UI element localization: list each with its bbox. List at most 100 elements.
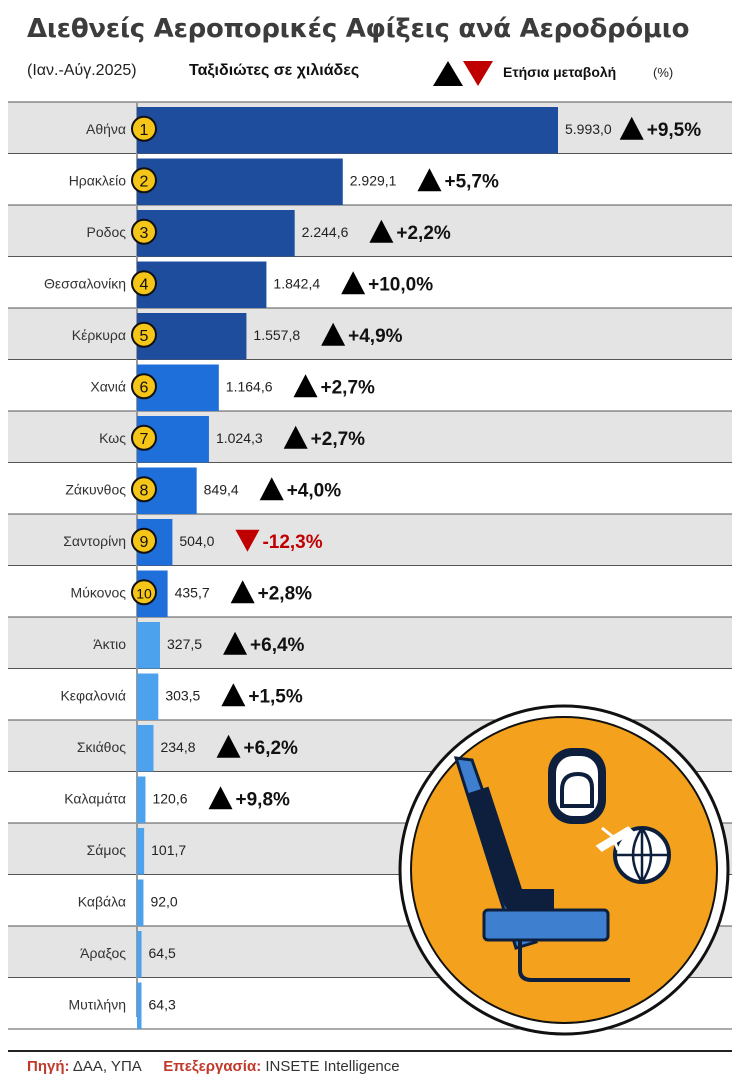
category-label: Θεσσαλονίκη (44, 275, 126, 291)
category-label: Άκτιο (93, 636, 126, 652)
change-up-triangle-icon (223, 631, 248, 655)
category-label: Ηρακλείο (69, 172, 127, 188)
change-label: +10,0% (368, 274, 433, 295)
change-down-triangle-icon (235, 529, 260, 552)
value-label: 5.993,0 (565, 121, 612, 137)
change-label: +1,5% (248, 686, 303, 707)
bar (137, 725, 154, 772)
value-label: 849,4 (204, 481, 239, 497)
legend-label: Ετήσια μεταβολή (503, 64, 617, 80)
change-label: +6,4% (250, 635, 305, 656)
change-label: -12,3% (262, 532, 322, 553)
row-stripe (8, 308, 732, 360)
row-stripe (8, 617, 732, 669)
change-up-triangle-icon (341, 271, 366, 295)
bar (137, 107, 558, 154)
rank-badge (131, 476, 157, 503)
value-label: 1.557,8 (253, 327, 300, 343)
value-label: 64,3 (149, 996, 176, 1012)
rank-badge (131, 424, 157, 451)
rank-number: 10 (136, 585, 152, 601)
rank-number: 7 (140, 431, 149, 448)
rank-badge (131, 527, 157, 554)
change-up-triangle-icon (230, 580, 255, 604)
bar (137, 931, 142, 978)
category-label: Καλαμάτα (64, 790, 126, 806)
value-label: 92,0 (150, 893, 177, 909)
subtitle-row: (Ιαν.-Αύγ.2025) Ταξιδιώτες σε χιλιάδες Ε… (27, 60, 727, 86)
row-stripe (8, 514, 732, 566)
category-label: Σάμος (87, 842, 127, 858)
change-label: +2,7% (321, 377, 376, 398)
rank-badge (131, 321, 157, 348)
footer: Πηγή: ΔΑΑ, ΥΠΑ Επεξεργασία: INSETE Intel… (27, 1058, 400, 1075)
change-label: +4,9% (348, 326, 403, 347)
bar (137, 210, 295, 257)
row-stripe (8, 411, 732, 463)
globe-lines (615, 827, 669, 883)
rank-badge (131, 115, 157, 142)
legend-down-triangle-icon (463, 61, 493, 86)
change-label: +9,8% (236, 789, 291, 810)
bar (137, 776, 146, 823)
window-cloud (560, 771, 594, 808)
category-label: Αθήνα (86, 121, 126, 137)
bar (137, 982, 142, 1029)
footer-divider (8, 1050, 732, 1052)
change-label: +9,5% (647, 120, 702, 141)
legend-unit: (%) (653, 65, 674, 80)
category-label: Σκιάθος (77, 739, 126, 755)
change-up-triangle-icon (216, 734, 241, 758)
bar-chart: Αθήνα 1 5.993,0 +9,5% Ηρακλείο 2 2.929,1 +5,7% Ρ… (8, 101, 732, 1036)
seat-illustration (398, 704, 730, 1036)
rank-number: 6 (140, 379, 149, 396)
processing-value: INSETE Intelligence (265, 1058, 400, 1075)
category-label: Κεφαλονιά (60, 687, 126, 703)
change-up-triangle-icon (321, 322, 346, 346)
value-label: 1.164,6 (226, 378, 273, 394)
rank-number: 4 (140, 276, 149, 293)
chart-title: Διεθνείς Αεροπορικές Αφίξεις ανά Αεροδρό… (27, 14, 690, 44)
change-label: +2,7% (311, 429, 366, 450)
category-label: Ζάκυνθος (65, 481, 126, 497)
unit-label: Ταξιδιώτες σε χιλιάδες (189, 62, 360, 79)
category-label: Σαντορίνη (63, 533, 126, 549)
change-label: +2,2% (396, 223, 451, 244)
row-stripe (8, 205, 732, 257)
value-label: 2.929,1 (350, 172, 397, 188)
change-up-triangle-icon (208, 786, 233, 810)
value-label: 2.244,6 (302, 224, 349, 240)
change-up-triangle-icon (417, 168, 442, 192)
change-up-triangle-icon (283, 425, 308, 449)
category-label: Κως (99, 430, 126, 446)
value-label: 234,8 (160, 739, 195, 755)
category-label: Κέρκυρα (72, 327, 126, 343)
source-value: ΔΑΑ, ΥΠΑ (72, 1058, 141, 1075)
legend-up-triangle-icon (433, 61, 463, 86)
rank-number: 9 (140, 534, 149, 551)
rank-number: 2 (140, 173, 149, 190)
bar (137, 879, 144, 926)
value-label: 101,7 (151, 842, 186, 858)
value-label: 1.024,3 (216, 430, 263, 446)
category-label: Μυτιλήνη (68, 996, 126, 1012)
rank-badge (131, 373, 157, 400)
value-label: 504,0 (179, 533, 214, 549)
value-label: 1.842,4 (273, 275, 320, 291)
processing-label: Επεξεργασία: (163, 1058, 262, 1075)
change-up-triangle-icon (221, 683, 246, 707)
bar (137, 673, 159, 720)
bar (137, 622, 161, 669)
rank-badge (131, 579, 157, 606)
category-label: Καβάλα (78, 893, 126, 909)
change-up-triangle-icon (619, 116, 644, 140)
value-label: 327,5 (167, 636, 202, 652)
change-label: +6,2% (244, 738, 299, 759)
value-label: 120,6 (152, 790, 187, 806)
rank-badge (131, 270, 157, 297)
seat-frame (467, 786, 554, 911)
rank-number: 5 (140, 328, 149, 345)
bar (137, 261, 267, 308)
rank-badge (131, 167, 157, 194)
window-pane (556, 756, 598, 816)
